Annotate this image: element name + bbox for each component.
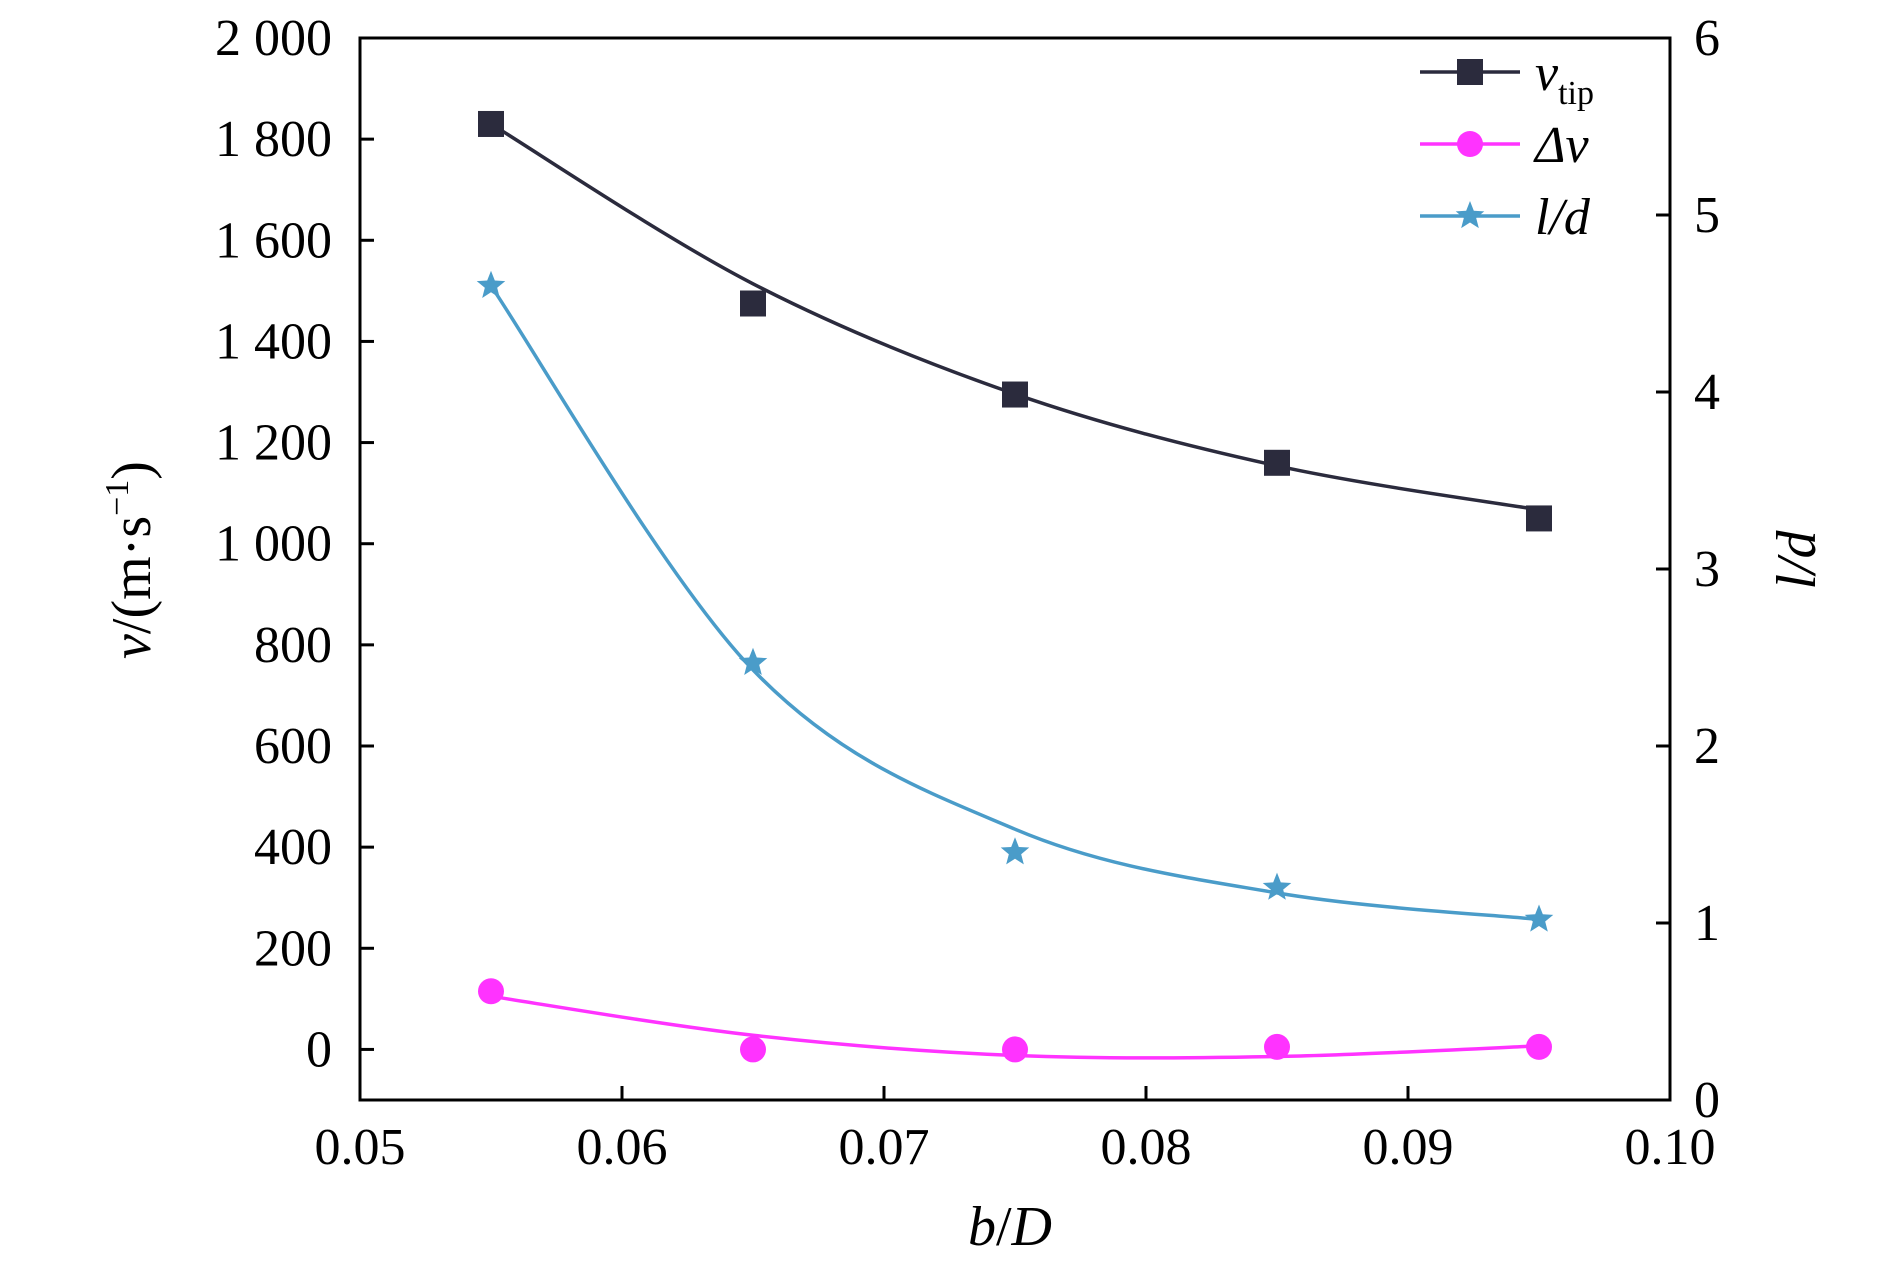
series-point [1000, 837, 1030, 865]
y-tick-label: 600 [254, 718, 332, 775]
series-fit-line [489, 284, 1540, 922]
y-tick-label: 1 600 [215, 212, 332, 269]
series-0 [478, 110, 1552, 532]
y2-axis-title: l/d [1766, 529, 1828, 589]
y-axis-title: v/(m·s−1) [99, 461, 163, 659]
series-point [1262, 872, 1292, 900]
series-point [1526, 505, 1552, 532]
y2-tick-label: 0 [1694, 1072, 1720, 1129]
series-point [1264, 1033, 1290, 1060]
y-tick-label: 1 400 [215, 313, 332, 370]
plot-frame [358, 36, 1672, 1102]
legend-label: vtip [1535, 45, 1594, 112]
series-point [740, 290, 766, 317]
legend-label: Δv [1533, 117, 1590, 174]
y2-tick-label: 5 [1694, 187, 1720, 244]
x-axis-title: b/D [968, 1196, 1052, 1258]
y2-tick-label: 3 [1694, 541, 1720, 598]
legend-marker [1455, 201, 1485, 229]
y-tick-label: 1 800 [215, 111, 332, 168]
y2-tick-label: 6 [1694, 10, 1720, 67]
y-tick-label: 800 [254, 617, 332, 674]
x-tick-label: 0.08 [1101, 1119, 1192, 1176]
series-point [1264, 449, 1290, 476]
plot-area [358, 36, 1672, 1102]
x-tick-label: 0.10 [1625, 1119, 1716, 1176]
x-tick-label: 0.05 [315, 1119, 406, 1176]
y2-tick-label: 1 [1694, 895, 1720, 952]
series-point [1002, 381, 1028, 408]
x-tick-label: 0.09 [1363, 1119, 1454, 1176]
legend-item: vtip [1420, 45, 1594, 112]
series-point [1526, 1033, 1552, 1060]
legend-item: Δv [1420, 117, 1590, 174]
series-fit-line [490, 122, 1540, 512]
series-point [1002, 1036, 1028, 1063]
series-point [740, 1036, 766, 1063]
legend-item: l/d [1420, 189, 1591, 246]
y-tick-label: 400 [254, 819, 332, 876]
y-tick-label: 2 000 [215, 10, 332, 67]
y-tick-label: 1 200 [215, 415, 332, 472]
y2-tick-label: 4 [1694, 364, 1720, 421]
legend-marker [1457, 131, 1483, 157]
x-axis-ticks: 0.05 0.06 0.07 0.08 0.09 0.10 [315, 1086, 1716, 1176]
series-layer [476, 110, 1554, 1063]
series-1 [478, 978, 1552, 1063]
x-tick-label: 0.07 [839, 1119, 930, 1176]
y-axis-ticks: 0 200 400 600 800 1 000 1 200 1 400 1 600 1 800 2 … [215, 10, 374, 1078]
y2-axis-ticks: 0 1 2 3 4 5 6 [1656, 10, 1720, 1129]
legend-marker [1457, 59, 1483, 85]
series-2 [476, 270, 1554, 932]
y-tick-label: 200 [254, 920, 332, 977]
legend-label: l/d [1535, 189, 1591, 246]
y-tick-label: 0 [306, 1021, 332, 1078]
series-point [478, 110, 504, 137]
series-point [476, 270, 506, 298]
x-tick-label: 0.06 [577, 1119, 668, 1176]
y2-tick-label: 2 [1694, 718, 1720, 775]
series-point [738, 647, 768, 675]
series-point [1524, 904, 1554, 932]
y-tick-label: 1 000 [215, 516, 332, 573]
series-point [478, 978, 504, 1005]
